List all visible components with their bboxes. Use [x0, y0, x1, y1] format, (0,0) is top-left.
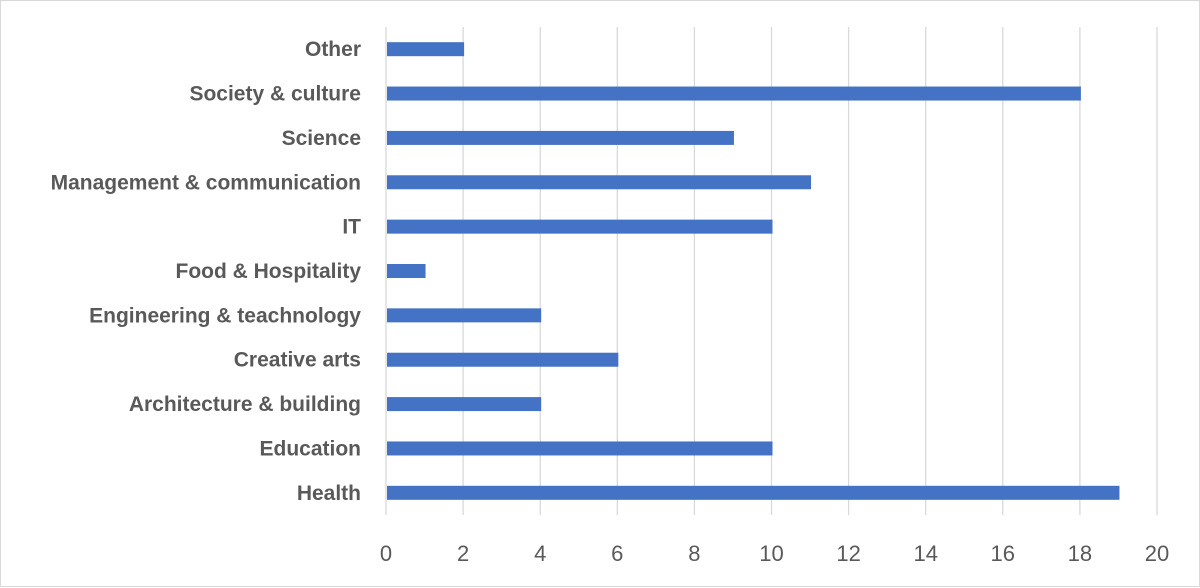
bars	[387, 42, 1120, 500]
category-label-science: Science	[282, 127, 361, 150]
category-label-health: Health	[297, 482, 361, 505]
gridlines	[385, 27, 1158, 515]
x-tick-label: 2	[457, 541, 469, 566]
x-tick-label: 14	[913, 541, 937, 566]
x-tick-label: 16	[991, 541, 1015, 566]
category-label-education: Education	[259, 437, 361, 460]
category-label-society-and-culture: Society & culture	[189, 83, 361, 106]
category-label-engineering-and-teachnology: Engineering & teachnology	[89, 304, 361, 327]
x-axis-tick-labels: 0 2 4 6 8 10 12 14 16 18 20	[380, 541, 1169, 566]
category-label-management-and-communication: Management & communication	[51, 171, 361, 194]
x-tick-label: 12	[836, 541, 860, 566]
x-tick-label: 6	[611, 541, 623, 566]
category-label-it: IT	[342, 216, 361, 239]
category-label-architecture-and-building: Architecture & building	[129, 393, 361, 416]
x-tick-label: 10	[759, 541, 783, 566]
bar-education	[387, 441, 773, 456]
x-tick-label: 20	[1145, 541, 1169, 566]
bar-food-and-hospitality	[387, 264, 426, 278]
category-label-creative-arts: Creative arts	[234, 349, 361, 372]
bar-engineering-and-teachnology	[387, 308, 542, 323]
category-label-food-and-hospitality: Food & Hospitality	[176, 260, 362, 283]
bar-society-and-culture	[387, 86, 1081, 101]
x-tick-label: 8	[688, 541, 700, 566]
category-label-other: Other	[305, 38, 361, 61]
bar-science	[387, 130, 734, 145]
bar-creative-arts	[387, 352, 619, 367]
bar-architecture-and-building	[387, 397, 542, 412]
x-tick-label: 18	[1068, 541, 1092, 566]
bar-management-and-communication	[387, 175, 812, 190]
bar-other	[387, 42, 465, 57]
bar-it	[387, 219, 773, 234]
x-tick-label: 4	[534, 541, 546, 566]
x-tick-label: 0	[380, 541, 392, 566]
bar-health	[387, 485, 1120, 500]
category-labels: Health Education Architecture & building Cr…	[51, 38, 362, 505]
